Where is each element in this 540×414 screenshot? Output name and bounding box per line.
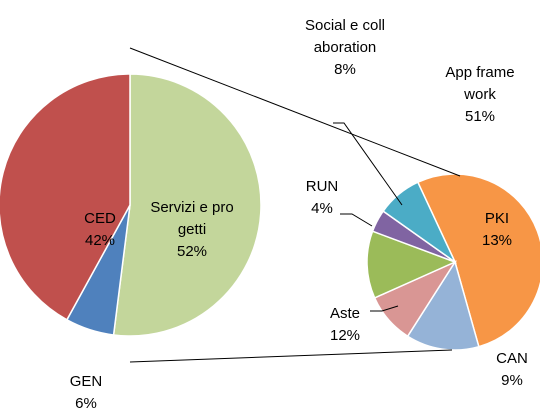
leader-line — [340, 213, 373, 227]
pie-slice — [366, 230, 457, 299]
value-label: 42% — [84, 232, 116, 249]
data-label: Aste 12% — [315, 303, 375, 347]
connector-line — [129, 47, 461, 177]
pie-slice — [0, 73, 131, 321]
value-label: 9% — [501, 372, 523, 389]
value-label: 8% — [334, 61, 356, 78]
value-label: 51% — [464, 108, 496, 125]
leader-line — [333, 122, 403, 206]
leader-line — [370, 305, 399, 312]
data-label: GEN 6% — [56, 371, 116, 414]
category-label: Social e collaboration — [304, 17, 386, 56]
data-label: Servizi e progetti 52% — [147, 197, 237, 263]
data-label: App framework 51% — [440, 62, 520, 128]
data-label: PKI 13% — [467, 208, 527, 252]
value-label: 52% — [176, 243, 208, 260]
category-label: App framework — [445, 64, 515, 103]
category-label: PKI — [484, 210, 510, 227]
pie-slice — [112, 73, 262, 337]
category-label: Servizi e progetti — [150, 199, 234, 238]
value-label: 12% — [329, 327, 361, 344]
value-label: 13% — [481, 232, 513, 249]
data-label: CED 42% — [70, 208, 130, 252]
value-label: 6% — [75, 395, 97, 412]
data-label: RUN 4% — [292, 176, 352, 220]
category-label: CED — [84, 210, 116, 227]
pie-slice — [382, 181, 457, 265]
value-label: 4% — [311, 200, 333, 217]
data-label: CAN 9% — [482, 348, 540, 392]
category-label: CAN — [496, 350, 528, 367]
category-label: RUN — [305, 178, 339, 195]
category-label: Aste — [329, 305, 360, 322]
connector-line — [129, 349, 453, 363]
pie-slice — [406, 260, 480, 351]
data-label: Social e collaboration 8% — [304, 15, 386, 81]
category-label: GEN — [69, 373, 103, 390]
